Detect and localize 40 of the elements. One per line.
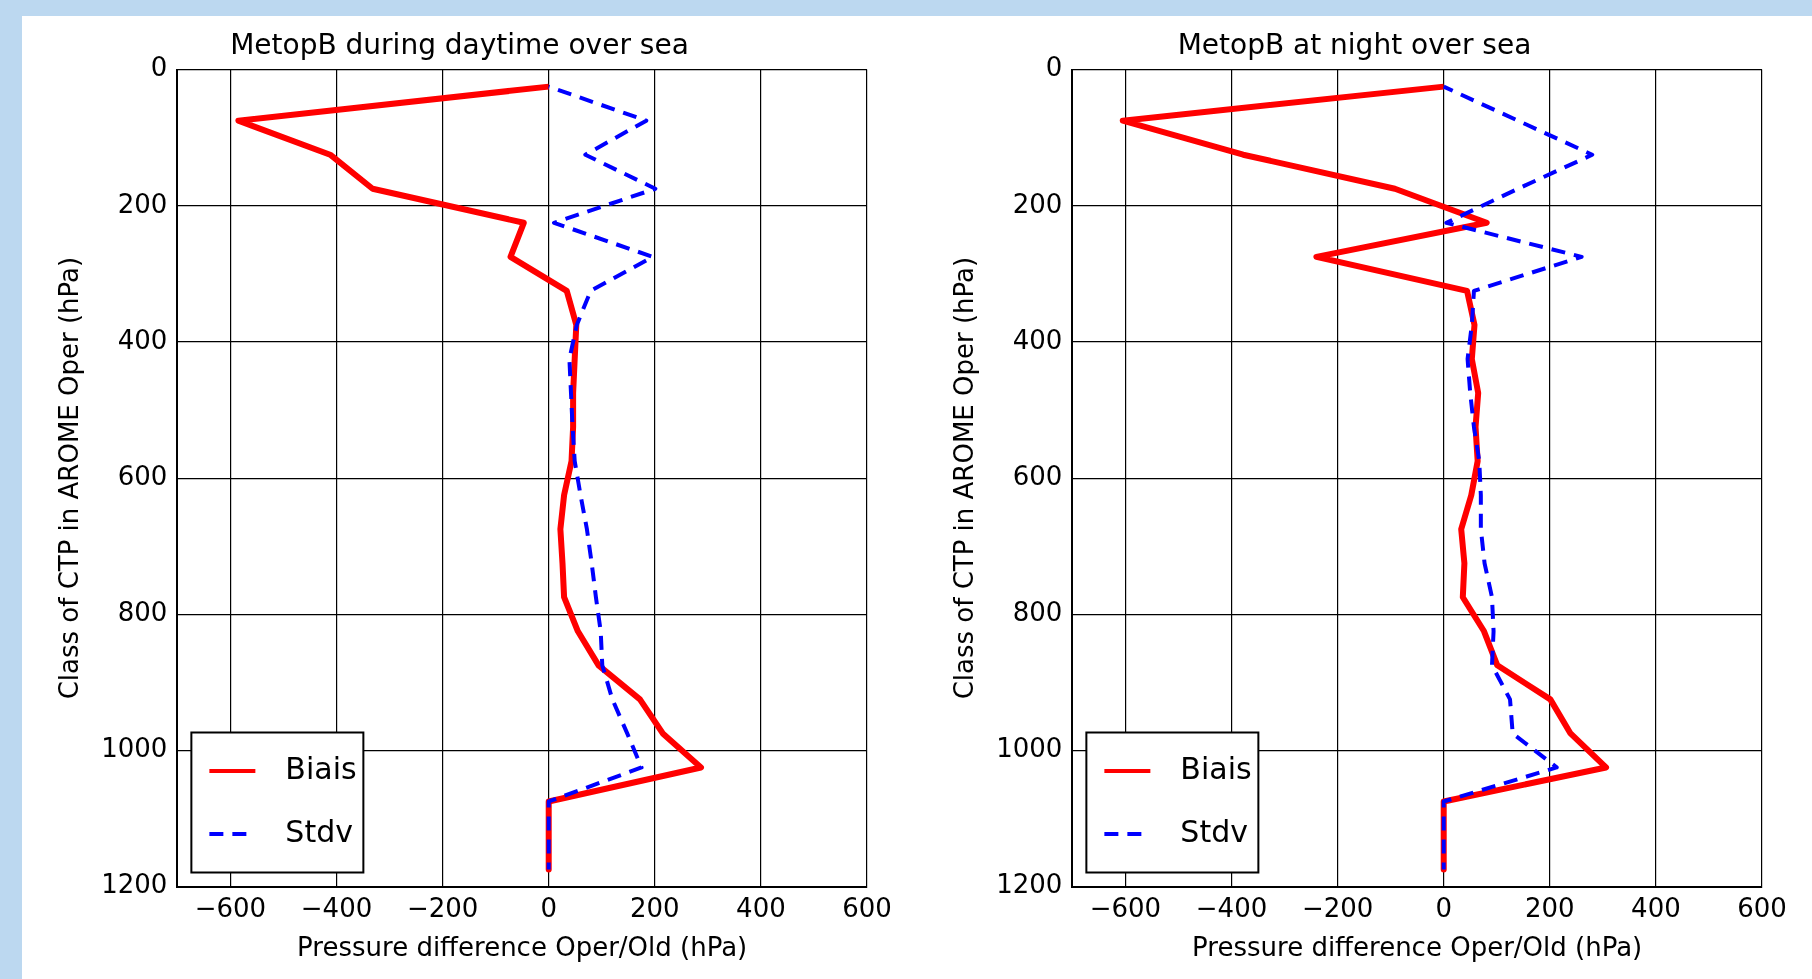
x-axis-title: Pressure difference Oper/Old (hPa) [297, 932, 748, 963]
x-tick-label: −400 [300, 892, 373, 923]
x-tick-label: 600 [1737, 892, 1787, 923]
legend-label: Stdv [1180, 813, 1248, 849]
y-axis-title: Class of CTP in AROME Oper (hPa) [949, 256, 980, 700]
y-tick-label: 0 [1045, 52, 1063, 83]
x-tick-label: 0 [540, 892, 557, 923]
y-tick-label: 400 [117, 324, 168, 355]
legend-label: Biais [285, 750, 357, 786]
x-tick-label: 400 [1631, 892, 1681, 923]
x-tick-label: −200 [1301, 892, 1374, 923]
x-tick-label: 400 [736, 892, 786, 923]
x-tick-label: 200 [1524, 892, 1575, 923]
x-tick-label: 200 [629, 892, 680, 923]
x-tick-label: −400 [1195, 892, 1268, 923]
y-tick-label: 1200 [101, 869, 168, 900]
y-tick-label: 800 [1012, 597, 1063, 628]
y-axis-title: Class of CTP in AROME Oper (hPa) [54, 256, 85, 700]
y-tick-label: 600 [1012, 460, 1063, 491]
legend-label: Biais [1180, 750, 1252, 786]
x-tick-label: −200 [406, 892, 479, 923]
y-tick-label: 1000 [101, 733, 168, 764]
chart-title: MetopB at night over sea [1177, 28, 1532, 62]
y-tick-label: 200 [1012, 188, 1063, 219]
chart-title: MetopB during daytime over sea [230, 28, 689, 62]
x-tick-label: 600 [842, 892, 892, 923]
line-series [1441, 84, 1595, 872]
line-series [546, 84, 658, 872]
y-tick-label: 400 [1012, 324, 1063, 355]
y-tick-label: 0 [150, 52, 168, 83]
y-tick-label: 800 [117, 597, 168, 628]
y-tick-label: 200 [117, 188, 168, 219]
x-tick-label: 0 [1435, 892, 1452, 923]
x-axis-title: Pressure difference Oper/Old (hPa) [1192, 932, 1643, 963]
y-tick-label: 600 [117, 460, 168, 491]
y-tick-label: 1200 [996, 869, 1063, 900]
y-tick-label: 1000 [996, 733, 1063, 764]
x-tick-label: −600 [1089, 892, 1162, 923]
legend-label: Stdv [285, 813, 353, 849]
x-tick-label: −600 [194, 892, 267, 923]
